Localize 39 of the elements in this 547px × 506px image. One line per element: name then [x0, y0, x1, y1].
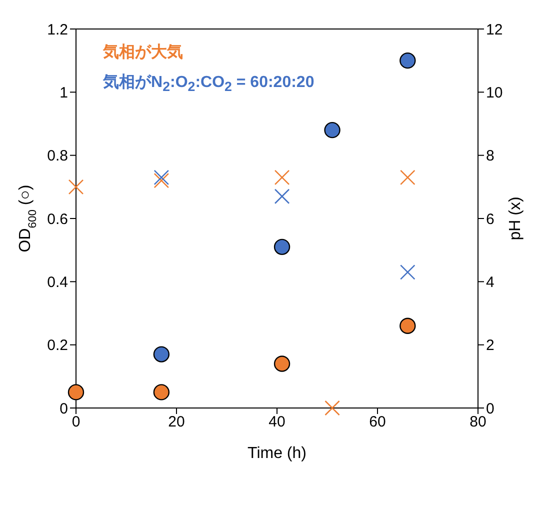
point: [274, 188, 290, 204]
y-tick-label: 1.2: [47, 21, 68, 38]
y-tick-label: 0.2: [47, 337, 68, 354]
point: [324, 400, 340, 416]
x-tick-label: 40: [268, 414, 286, 431]
y2-tick-label: 12: [486, 21, 503, 38]
point: [274, 238, 290, 256]
text: 気相がN$_{2}$:O$_{2}$:CO$_{2}$ = 60:20:20: [103, 72, 314, 96]
y2-tick-label: 0: [486, 400, 494, 418]
y-tick-label: 0: [60, 400, 68, 418]
y-tick-label: 0.8: [47, 148, 68, 165]
point: [400, 52, 416, 69]
point: [68, 384, 84, 400]
y2-tick-label: 8: [486, 148, 494, 165]
y-tick-label: 0.6: [47, 210, 68, 228]
point: [153, 346, 170, 362]
y2-tick-label: 10: [486, 84, 503, 102]
point: [400, 170, 416, 186]
y2-tick-label: 2: [486, 337, 494, 354]
point: [400, 264, 416, 280]
x-tick-label: 60: [369, 414, 386, 431]
point: [68, 179, 84, 195]
x-tick-label: 0: [72, 414, 80, 431]
point: [154, 170, 170, 186]
point: [400, 318, 416, 334]
x-tick-label: 80: [470, 414, 486, 431]
y2-tick-label: 6: [486, 210, 494, 228]
x-tick-label: 20: [168, 414, 185, 431]
x-axis-title: Time (h): [248, 445, 306, 462]
y-tick-label: 1: [60, 84, 68, 102]
y-tick-label: 0.4: [47, 274, 68, 291]
point: [274, 356, 290, 372]
point: [154, 172, 170, 188]
point: [324, 122, 340, 138]
point: [274, 170, 290, 186]
y2-tick-label: 4: [486, 274, 494, 291]
text: 気相が大気: [103, 42, 184, 63]
y2-axis-title: pH (x): [507, 196, 524, 240]
point: [153, 384, 170, 400]
